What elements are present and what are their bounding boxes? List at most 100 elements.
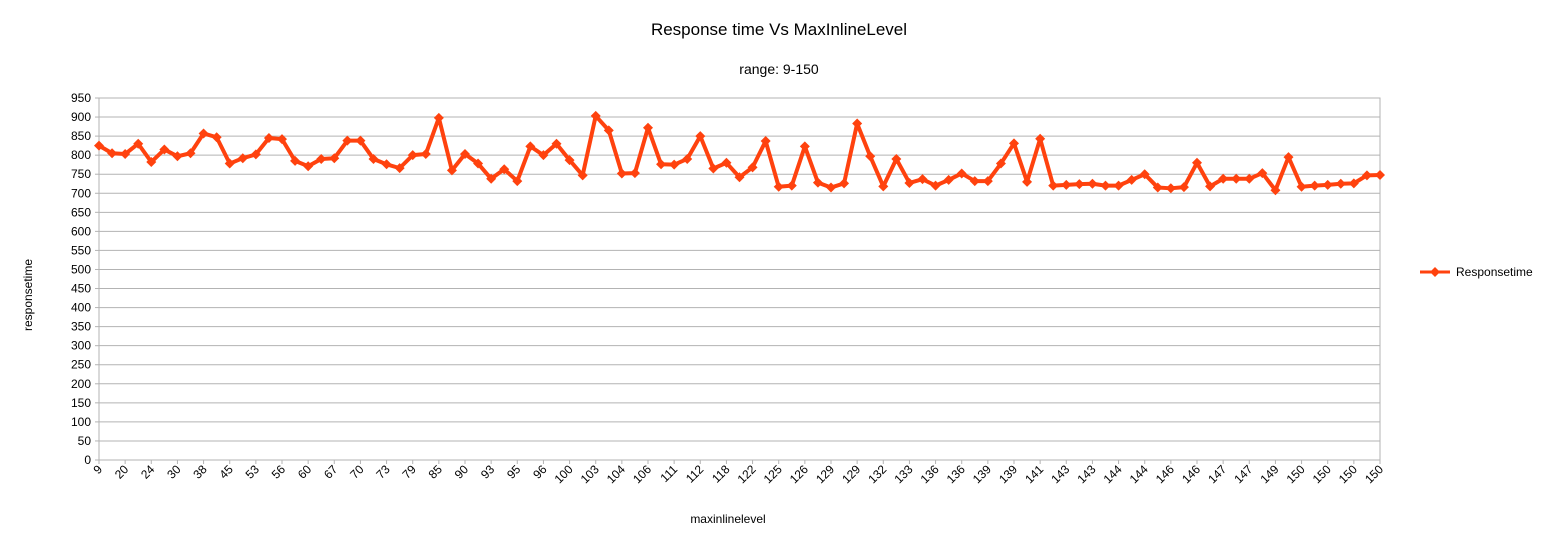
data-point: [237, 153, 248, 164]
data-point: [460, 149, 470, 160]
data-point: [695, 131, 706, 142]
data-point: [1100, 180, 1111, 191]
data-point: [734, 172, 745, 183]
data-point: [878, 181, 889, 192]
data-point: [721, 157, 732, 168]
x-tick-label: 45: [216, 462, 236, 482]
data-point: [172, 151, 183, 162]
data-point: [159, 144, 170, 155]
data-point: [904, 177, 915, 188]
data-point: [1283, 152, 1294, 163]
x-tick-label: 93: [478, 462, 498, 482]
legend-line-marker-icon: [1420, 267, 1450, 277]
x-tick-label: 126: [787, 462, 811, 486]
x-tick-label: 150: [1336, 462, 1360, 486]
y-tick-label: 250: [71, 358, 91, 372]
data-point: [407, 150, 418, 161]
x-tick-label: 38: [190, 462, 210, 482]
y-tick-labels: 0 50 100 150 200 250 300 350 400 450 500 550 600 650 7…: [71, 91, 91, 467]
data-point: [420, 149, 431, 160]
x-tick-label: 96: [530, 462, 550, 482]
x-tick-label: 132: [865, 462, 889, 486]
data-point: [1074, 179, 1085, 190]
chart-title: Response time Vs MaxInlineLevel: [650, 20, 908, 39]
x-tick-label: 70: [347, 462, 367, 482]
x-tick-label: 136: [918, 462, 942, 486]
data-point: [1244, 173, 1255, 184]
data-point: [486, 173, 497, 184]
data-point: [982, 176, 993, 187]
data-point: [1113, 180, 1124, 191]
x-tick-label: 141: [1022, 462, 1046, 486]
x-tick-label: 67: [321, 462, 341, 482]
x-tick-label: 24: [138, 462, 158, 482]
y-tick-label: 750: [71, 167, 91, 181]
x-tick-label: 139: [970, 462, 994, 486]
data-point: [865, 151, 876, 162]
y-tick-label: 200: [71, 377, 91, 391]
data-point: [368, 153, 379, 164]
data-point: [1205, 181, 1216, 192]
data-point: [799, 141, 810, 152]
x-tick-label: 146: [1179, 462, 1203, 486]
x-tick-labels: 9 20 24 30 38 45 53 56 60 67 70 73 79 85 90 93 95 96 100 10…: [90, 462, 1386, 486]
data-point: [355, 135, 366, 146]
data-point: [917, 174, 928, 185]
data-point: [1296, 181, 1307, 192]
legend-label: Responsetime: [1456, 265, 1533, 279]
y-tick-label: 800: [71, 148, 91, 162]
y-tick-label: 650: [71, 205, 91, 219]
legend: Responsetime: [1420, 265, 1533, 279]
x-tick-label: 136: [944, 462, 968, 486]
data-point: [747, 162, 758, 173]
y-tick-label: 350: [71, 320, 91, 334]
x-tick-label: 133: [891, 462, 915, 486]
y-tick-label: 850: [71, 129, 91, 143]
data-point: [525, 141, 536, 152]
x-tick-label: 104: [604, 462, 628, 486]
data-point: [969, 176, 980, 187]
x-tick-label: 149: [1257, 462, 1281, 486]
data-point: [211, 132, 222, 143]
data-point: [316, 153, 327, 164]
x-tick-label: 100: [552, 462, 576, 486]
data-point: [629, 168, 640, 179]
data-point: [1035, 133, 1046, 144]
data-point: [616, 168, 627, 179]
data-point: [930, 180, 941, 191]
data-point: [852, 118, 863, 129]
x-tick-label: 79: [399, 462, 419, 482]
data-point: [656, 159, 667, 170]
series-responsetime: [94, 110, 1385, 196]
data-point: [1165, 183, 1176, 194]
x-tick-label: 106: [630, 462, 654, 486]
data-point: [891, 153, 902, 164]
data-point: [1048, 180, 1059, 191]
data-point: [394, 163, 405, 174]
data-point: [250, 149, 261, 160]
x-tick-label: 143: [1048, 462, 1072, 486]
x-tick-label: 95: [504, 462, 524, 482]
data-point: [1192, 157, 1202, 168]
data-point: [433, 112, 444, 123]
data-point: [381, 159, 392, 170]
x-tick-label: 129: [839, 462, 863, 486]
x-tick-label: 147: [1205, 462, 1229, 486]
x-tick-label: 73: [373, 462, 393, 482]
data-point: [198, 128, 209, 139]
data-point: [1009, 138, 1019, 149]
x-tick-label: 90: [452, 462, 472, 482]
y-tick-label: 950: [71, 91, 91, 105]
data-point: [1152, 182, 1163, 193]
data-point: [290, 155, 301, 166]
data-point: [1257, 168, 1268, 179]
x-tick-label: 144: [1101, 462, 1125, 486]
y-tick-label: 500: [71, 262, 91, 276]
data-point: [499, 164, 510, 175]
x-tick-label: 111: [657, 462, 680, 485]
data-point: [551, 138, 562, 149]
axes: [95, 97, 1381, 464]
data-point: [538, 150, 549, 161]
y-tick-label: 550: [71, 243, 91, 257]
x-tick-label: 118: [709, 462, 733, 486]
